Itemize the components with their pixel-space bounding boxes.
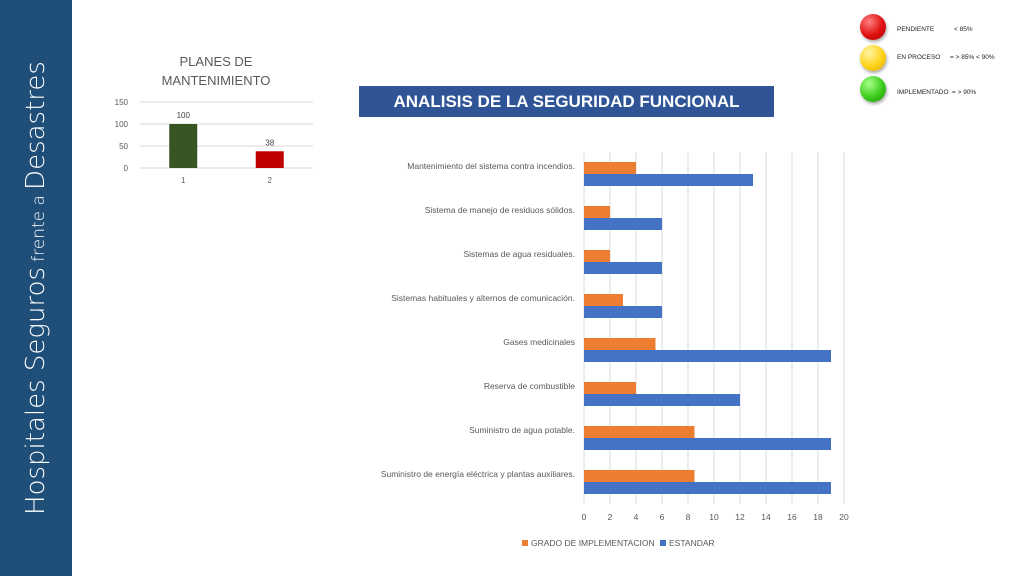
category-label: Sistemas de agua residuales. <box>463 249 575 259</box>
standard-bar <box>584 306 662 318</box>
page-title: ANALISIS DE LA SEGURIDAD FUNCIONAL <box>359 86 774 117</box>
sidebar-title-part3: Desastres <box>21 61 51 190</box>
chart-title-line2: MANTENIMIENTO <box>162 73 271 88</box>
bar-data-label: 38 <box>265 138 274 147</box>
standard-bar <box>584 350 831 362</box>
x-tick-label: 18 <box>813 512 823 522</box>
category-label: Sistema de manejo de residuos sólidos. <box>425 205 575 215</box>
standard-bar <box>584 174 753 186</box>
standard-bar <box>584 262 662 274</box>
legend-threshold-en-proceso: = > 85% < 90% <box>950 54 995 61</box>
bar <box>169 124 198 168</box>
sidebar-title-part2: frente a <box>29 195 49 262</box>
implementation-bar <box>584 206 610 218</box>
x-tick-label: 2 <box>608 512 613 522</box>
standard-bar <box>584 218 662 230</box>
legend-label-implementado: IMPLEMENTADO <box>897 89 949 96</box>
x-tick-label: 2 <box>268 176 273 185</box>
implementation-bar <box>584 470 695 482</box>
legend-swatch <box>522 540 528 546</box>
sidebar-title: Hospitales Seguros frente a Desastres <box>21 61 51 515</box>
x-tick-label: 4 <box>634 512 639 522</box>
green-light-icon <box>860 76 886 102</box>
x-tick-label: 16 <box>787 512 797 522</box>
chart-title-line1: PLANES DE <box>180 54 253 69</box>
legend-threshold-implementado: = > 90% <box>952 89 977 96</box>
implementation-bar <box>584 294 623 306</box>
legend-label-en-proceso: EN PROCESO <box>897 54 941 61</box>
sidebar-banner: Hospitales Seguros frente a Desastres <box>0 0 72 576</box>
status-legend: PENDIENTE < 85% EN PROCESO = > 85% < 90%… <box>855 12 1020 112</box>
legend-label-pendiente: PENDIENTE <box>897 26 935 33</box>
legend-swatch <box>660 540 666 546</box>
x-tick-label: 14 <box>761 512 771 522</box>
legend-label: GRADO DE IMPLEMENTACION <box>531 538 655 548</box>
functional-safety-chart: 0 2 4 6 8 10 12 14 16 18 20 Mantenimiento del siste… <box>381 152 849 548</box>
x-tick-label: 12 <box>735 512 745 522</box>
x-tick-label: 8 <box>686 512 691 522</box>
yellow-light-icon <box>860 45 886 71</box>
bar-data-label: 100 <box>177 111 191 120</box>
x-tick-label: 20 <box>839 512 849 522</box>
implementation-bar <box>584 382 636 394</box>
standard-bar <box>584 394 740 406</box>
legend-label: ESTANDAR <box>669 538 715 548</box>
y-tick-label: 0 <box>124 164 129 173</box>
y-tick-label: 150 <box>115 98 129 107</box>
y-tick-label: 50 <box>119 142 128 151</box>
standard-bar <box>584 438 831 450</box>
x-tick-label: 1 <box>181 176 186 185</box>
category-label: Suministro de energía eléctrica y planta… <box>381 469 575 479</box>
implementation-bar <box>584 426 695 438</box>
implementation-bar <box>584 162 636 174</box>
x-tick-label: 10 <box>709 512 719 522</box>
x-tick-label: 6 <box>660 512 665 522</box>
category-label: Suministro de agua potable. <box>469 425 575 435</box>
category-label: Reserva de combustible <box>484 381 575 391</box>
maintenance-plans-chart: PLANES DE MANTENIMIENTO 0 50 100 150 100 1 38 2 <box>115 54 313 185</box>
category-label: Gases medicinales <box>503 337 575 347</box>
sidebar-title-part1: Hospitales Seguros <box>21 266 51 515</box>
bar <box>255 151 284 168</box>
implementation-bar <box>584 250 610 262</box>
legend-threshold-pendiente: < 85% <box>954 26 973 33</box>
implementation-bar <box>584 338 656 350</box>
y-tick-label: 100 <box>115 120 129 129</box>
category-label: Mantenimiento del sistema contra incendi… <box>407 161 575 171</box>
x-tick-label: 0 <box>582 512 587 522</box>
category-label: Sistemas habituales y alternos de comuni… <box>391 293 575 303</box>
standard-bar <box>584 482 831 494</box>
red-light-icon <box>860 14 886 40</box>
